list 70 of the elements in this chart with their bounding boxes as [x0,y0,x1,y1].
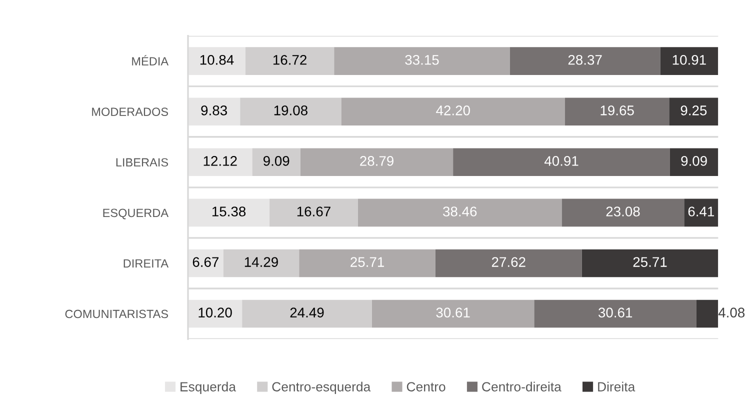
bar [299,249,436,278]
bar [670,148,718,176]
data-label: 30.61 [436,308,470,318]
bar [334,47,510,75]
data-label: 6.41 [688,206,714,216]
y-tick-label: DIREITA [124,259,169,268]
bar [245,47,334,75]
bar [188,300,242,328]
bar [372,300,534,328]
data-label: 16.67 [297,206,330,216]
bar [270,198,358,227]
bar [242,300,372,328]
bar [188,98,240,126]
data-label: 38.46 [443,206,477,216]
data-label: 9.83 [201,106,227,116]
bar [510,47,660,75]
bar [240,98,342,126]
data-label: 27.62 [492,257,526,267]
data-label: 19.08 [274,106,308,116]
data-label: 30.61 [598,308,632,318]
data-label: 9.09 [263,156,290,166]
data-label: 33.15 [405,54,439,65]
bar [564,98,670,126]
legend-label: Esquerda [180,382,236,394]
legend-label: Centro-direita [482,382,562,392]
y-tick-label: MÉDIA [132,55,169,66]
data-label: 25.71 [350,257,384,267]
data-label: 10.91 [672,54,706,65]
data-label: 25.71 [633,257,667,267]
bar [696,300,718,328]
data-label: 4.08 [718,308,745,318]
bar [188,47,246,75]
y-tick-label: COMUNITARISTAS [65,310,168,318]
data-label: 15.38 [212,206,246,216]
bar [562,198,684,227]
data-label: 23.08 [606,206,640,216]
data-label: 6.67 [192,257,218,267]
data-label: 10.84 [200,54,234,65]
bar [453,148,670,176]
bar [534,300,696,328]
bar [435,249,582,278]
data-label: 40.91 [544,156,578,166]
bar [252,148,300,176]
data-label: 10.20 [198,308,232,318]
data-label: 9.09 [681,156,707,166]
legend-label: Centro-esquerda [272,382,371,394]
data-label: 12.12 [204,156,237,166]
data-label: 24.49 [290,308,324,318]
y-tick-label: LIBERAIS [116,158,168,167]
data-label: 19.65 [600,106,634,116]
data-label: 28.37 [568,54,602,65]
data-label: 28.79 [360,156,394,166]
bar [669,98,718,126]
legend-label: Direita [598,382,636,392]
y-tick-label: ESQUERDA [103,208,169,220]
bar [684,198,718,227]
bar [300,148,454,176]
bar [358,198,562,227]
data-label: 42.20 [436,106,470,116]
bar [660,47,718,75]
data-label: 9.25 [680,106,707,116]
data-label: 16.72 [273,54,306,65]
bar [223,249,300,278]
bar [188,198,270,227]
legend-label: Centro [406,382,446,392]
y-tick-label: MODERADOS [92,108,168,116]
bar [582,249,718,278]
bar [188,148,252,176]
bar [341,98,565,126]
data-label: 14.29 [244,257,278,267]
